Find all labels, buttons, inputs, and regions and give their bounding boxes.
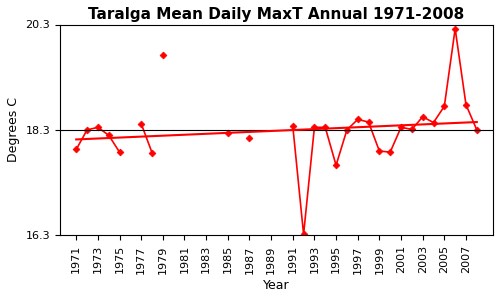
Title: Taralga Mean Daily MaxT Annual 1971-2008: Taralga Mean Daily MaxT Annual 1971-2008 <box>88 7 464 22</box>
X-axis label: Year: Year <box>263 279 290 292</box>
Y-axis label: Degrees C: Degrees C <box>7 97 20 162</box>
